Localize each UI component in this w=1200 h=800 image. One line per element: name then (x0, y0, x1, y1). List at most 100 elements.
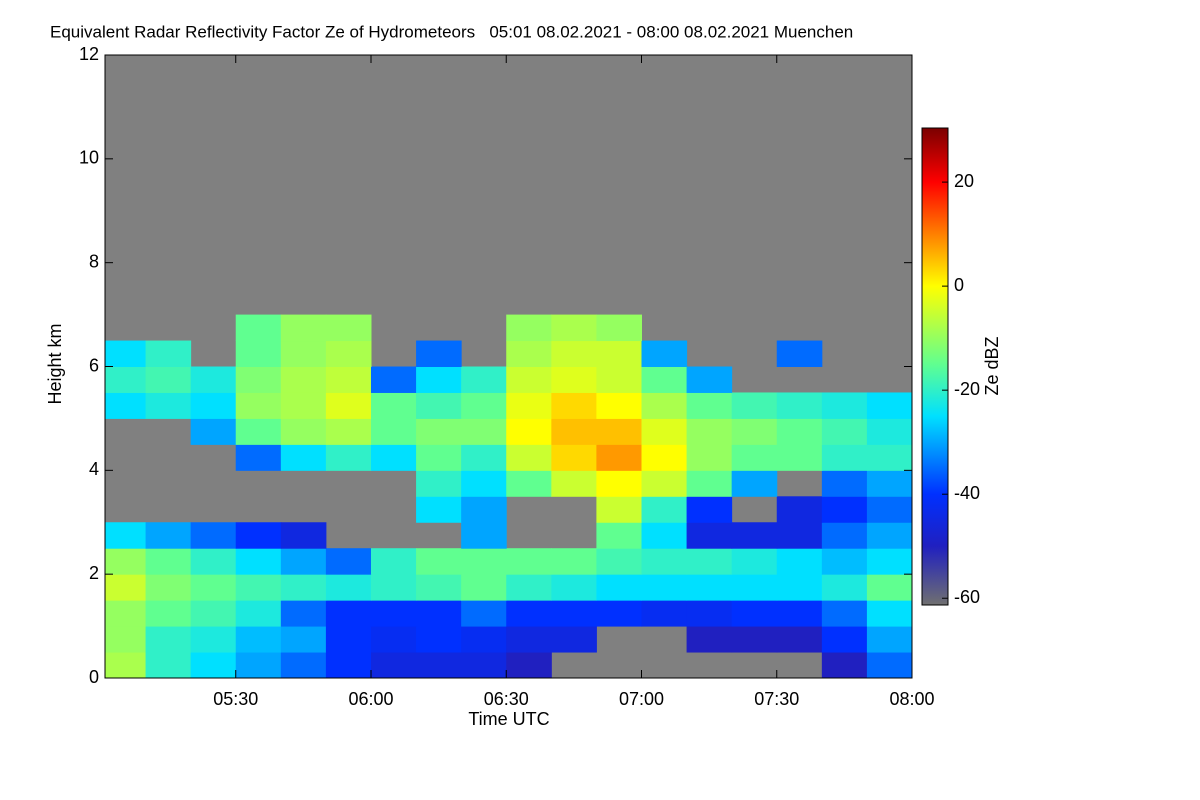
heatmap-cell (551, 340, 597, 367)
x-axis-label: Time UTC (468, 709, 549, 729)
heatmap-cell (280, 314, 327, 342)
heatmap-cell (235, 418, 282, 445)
heatmap-cell (551, 366, 597, 393)
heatmap-cell (596, 366, 642, 393)
heatmap-cell (280, 574, 327, 601)
heatmap-cell (866, 652, 913, 679)
y-tick-label: 12 (79, 44, 99, 64)
heatmap-cell (776, 574, 823, 601)
heatmap-cell (370, 626, 417, 653)
heatmap-cell (776, 392, 823, 419)
heatmap-cell (641, 600, 688, 627)
heatmap-cell (145, 652, 192, 679)
heatmap-cell (866, 600, 913, 627)
heatmap-cell (866, 392, 913, 419)
heatmap-cell (506, 340, 552, 367)
heatmap-cell (370, 392, 417, 419)
colorbar-tick-label: 20 (954, 171, 974, 191)
heatmap-cell (325, 366, 372, 393)
heatmap-cell (776, 340, 823, 367)
heatmap-cell (461, 392, 507, 419)
heatmap-cell (551, 600, 597, 627)
heatmap-cell (416, 366, 462, 393)
heatmap-cell (506, 600, 552, 627)
heatmap-cell (370, 444, 417, 471)
y-tick-label: 8 (89, 251, 99, 271)
heatmap-cell (731, 444, 778, 471)
heatmap-cell (190, 522, 237, 549)
heatmap-cell (105, 522, 147, 549)
x-tick-label: 07:00 (619, 689, 664, 709)
y-tick-label: 4 (89, 459, 99, 479)
heatmap-cell (235, 548, 282, 575)
heatmap-cell (641, 340, 688, 367)
heatmap-cell (776, 626, 823, 653)
heatmap-cell (461, 496, 507, 523)
heatmap-cell (506, 444, 552, 471)
x-tick-label: 07:30 (754, 689, 799, 709)
heatmap-cell (776, 522, 823, 549)
heatmap-cell (235, 600, 282, 627)
heatmap-cell (551, 626, 597, 653)
heatmap-cell (506, 652, 552, 679)
heatmap-cell (731, 392, 778, 419)
heatmap-cell (776, 418, 823, 445)
heatmap-cell (686, 600, 733, 627)
heatmap-cell (551, 444, 597, 471)
heatmap-cell (506, 548, 552, 575)
heatmap-cell (190, 574, 237, 601)
heatmap-cell (866, 444, 913, 471)
heatmap-cell (551, 548, 597, 575)
heatmap-cell (866, 548, 913, 575)
heatmap-cell (190, 626, 237, 653)
heatmap-cell (596, 314, 642, 342)
heatmap-cell (821, 574, 868, 601)
heatmap-cell (325, 340, 372, 367)
heatmap-cell (416, 574, 462, 601)
heatmap-cell (596, 522, 642, 549)
heatmap-cell (280, 652, 327, 679)
heatmap-cell (686, 418, 733, 445)
y-tick-label: 0 (89, 667, 99, 687)
heatmap-cell (641, 392, 688, 419)
y-axis-label: Height km (45, 323, 65, 404)
heatmap-cell (821, 470, 868, 497)
heatmap-cell (235, 314, 282, 342)
heatmap-cell (461, 522, 507, 549)
heatmap-cell (461, 652, 507, 679)
heatmap-cell (686, 392, 733, 419)
heatmap-cell (145, 392, 192, 419)
colorbar (921, 127, 949, 606)
heatmap-cell (105, 626, 147, 653)
heatmap-cell (686, 574, 733, 601)
colorbar-tick-label: -20 (954, 379, 980, 399)
heatmap-cell (416, 548, 462, 575)
heatmap-cell (190, 548, 237, 575)
heatmap-cell (145, 600, 192, 627)
heatmap-cell (776, 444, 823, 471)
heatmap-cell (731, 522, 778, 549)
heatmap-cell (506, 418, 552, 445)
heatmap-cell (105, 574, 147, 601)
heatmap-cell (641, 522, 688, 549)
heatmap-cell (866, 626, 913, 653)
heatmap-cell (280, 366, 327, 393)
heatmap-cell (280, 340, 327, 367)
heatmap-cell (235, 444, 282, 471)
heatmap-cell (866, 522, 913, 549)
heatmap-cell (551, 418, 597, 445)
heatmap-cell (190, 392, 237, 419)
heatmap-cell (596, 470, 642, 497)
heatmap-cell (145, 626, 192, 653)
heatmap-cell (866, 496, 913, 523)
heatmap-cell (821, 496, 868, 523)
heatmap-cell (280, 392, 327, 419)
heatmap-cell (235, 522, 282, 549)
heatmap-cell (821, 548, 868, 575)
heatmap-cell (325, 626, 372, 653)
x-tick-label: 05:30 (213, 689, 258, 709)
heatmap-cell (551, 470, 597, 497)
heatmap-cell (325, 444, 372, 471)
heatmap-cell (416, 496, 462, 523)
heatmap-cell (325, 418, 372, 445)
